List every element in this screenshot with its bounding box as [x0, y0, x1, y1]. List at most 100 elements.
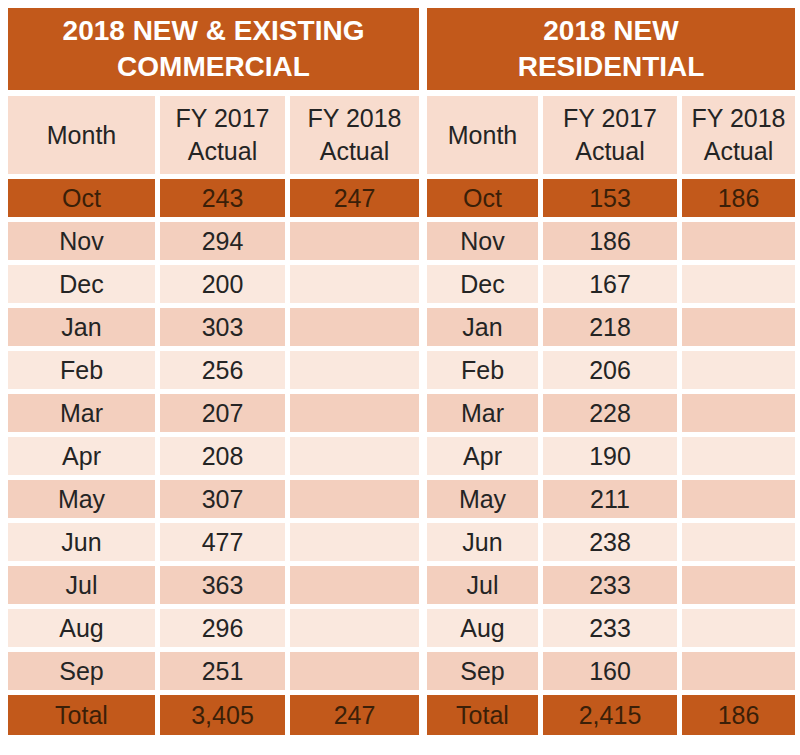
fy2018-value-cell	[290, 394, 419, 432]
fy2018-value-cell	[290, 265, 419, 303]
month-cell: Nov	[8, 222, 155, 260]
fy2017-value-cell: 153	[543, 179, 677, 217]
column-header-fy2017-actual: FY 2017 Actual	[160, 96, 285, 174]
month-cell: Mar	[427, 394, 538, 432]
fy2017-value-cell: 228	[543, 394, 677, 432]
fy2018-value-cell	[290, 351, 419, 389]
fy2017-value-cell: 251	[160, 652, 285, 690]
title-line-1: 2018 NEW & EXISTING	[63, 13, 365, 49]
month-cell: May	[8, 480, 155, 518]
month-cell: Aug	[427, 609, 538, 647]
header-line-2: Actual	[575, 135, 644, 168]
fy2017-value-cell: 160	[543, 652, 677, 690]
total-fy2018-cell: 247	[290, 695, 419, 735]
month-cell: Sep	[8, 652, 155, 690]
commercial-table-title: 2018 NEW & EXISTING COMMERCIAL	[8, 8, 419, 90]
fy2018-value-cell	[682, 566, 795, 604]
month-cell: Jan	[427, 308, 538, 346]
column-header-fy2018-actual: FY 2018 Actual	[682, 96, 795, 174]
total-label-cell: Total	[8, 695, 155, 735]
fy2018-value-cell	[682, 265, 795, 303]
fy2018-value-cell	[290, 308, 419, 346]
month-cell: Jun	[8, 523, 155, 561]
month-cell: Oct	[8, 179, 155, 217]
permits-report-page: 2018 NEW & EXISTING COMMERCIAL Month FY …	[0, 0, 800, 755]
column-header-month: Month	[8, 96, 155, 174]
fy2018-value-cell	[290, 222, 419, 260]
header-line-1: FY 2018	[691, 102, 785, 135]
month-cell: Jun	[427, 523, 538, 561]
fy2018-value-cell	[682, 652, 795, 690]
fy2017-value-cell: 303	[160, 308, 285, 346]
fy2017-value-cell: 211	[543, 480, 677, 518]
fy2017-value-cell: 200	[160, 265, 285, 303]
fy2017-value-cell: 233	[543, 609, 677, 647]
month-cell: Apr	[427, 437, 538, 475]
header-line-2: Actual	[704, 135, 773, 168]
fy2018-value-cell	[682, 351, 795, 389]
month-cell: Sep	[427, 652, 538, 690]
commercial-table-grid: Month FY 2017 Actual FY 2018 Actual Oct …	[8, 96, 419, 735]
fy2017-value-cell: 296	[160, 609, 285, 647]
fy2018-value-cell	[290, 480, 419, 518]
month-cell: Apr	[8, 437, 155, 475]
commercial-table: 2018 NEW & EXISTING COMMERCIAL Month FY …	[8, 8, 419, 735]
fy2018-value-cell	[682, 523, 795, 561]
fy2018-value-cell	[682, 609, 795, 647]
header-line-1: FY 2017	[175, 102, 269, 135]
residential-table-title: 2018 NEW RESIDENTIAL	[427, 8, 795, 90]
fy2017-value-cell: 218	[543, 308, 677, 346]
title-line-1: 2018 NEW	[543, 13, 678, 49]
fy2017-value-cell: 294	[160, 222, 285, 260]
month-cell: Jul	[8, 566, 155, 604]
header-line-1: FY 2017	[563, 102, 657, 135]
fy2017-value-cell: 206	[543, 351, 677, 389]
total-fy2017-cell: 2,415	[543, 695, 677, 735]
fy2017-value-cell: 233	[543, 566, 677, 604]
fy2017-value-cell: 207	[160, 394, 285, 432]
month-cell: Feb	[8, 351, 155, 389]
fy2018-value-cell	[290, 437, 419, 475]
title-line-2: COMMERCIAL	[117, 49, 310, 85]
fy2017-value-cell: 190	[543, 437, 677, 475]
fy2017-value-cell: 167	[543, 265, 677, 303]
fy2018-value-cell	[682, 394, 795, 432]
fy2018-value-cell	[682, 222, 795, 260]
residential-table-grid: Month FY 2017 Actual FY 2018 Actual Oct …	[427, 96, 795, 735]
fy2018-value-cell: 247	[290, 179, 419, 217]
fy2017-value-cell: 186	[543, 222, 677, 260]
total-fy2018-cell: 186	[682, 695, 795, 735]
total-label-cell: Total	[427, 695, 538, 735]
fy2018-value-cell	[290, 652, 419, 690]
month-cell: Dec	[427, 265, 538, 303]
fy2017-value-cell: 307	[160, 480, 285, 518]
fy2017-value-cell: 243	[160, 179, 285, 217]
fy2018-value-cell	[290, 566, 419, 604]
column-header-month: Month	[427, 96, 538, 174]
fy2018-value-cell	[290, 609, 419, 647]
column-header-fy2018-actual: FY 2018 Actual	[290, 96, 419, 174]
fy2017-value-cell: 477	[160, 523, 285, 561]
title-line-2: RESIDENTIAL	[518, 49, 705, 85]
header-line-2: Actual	[320, 135, 389, 168]
fy2018-value-cell	[290, 523, 419, 561]
fy2017-value-cell: 238	[543, 523, 677, 561]
fy2017-value-cell: 208	[160, 437, 285, 475]
fy2017-value-cell: 256	[160, 351, 285, 389]
month-cell: Nov	[427, 222, 538, 260]
total-fy2017-cell: 3,405	[160, 695, 285, 735]
fy2018-value-cell	[682, 308, 795, 346]
month-cell: Oct	[427, 179, 538, 217]
header-line-2: Actual	[188, 135, 257, 168]
month-cell: Dec	[8, 265, 155, 303]
month-cell: Feb	[427, 351, 538, 389]
fy2017-value-cell: 363	[160, 566, 285, 604]
header-line-1: FY 2018	[307, 102, 401, 135]
month-cell: Mar	[8, 394, 155, 432]
residential-table: 2018 NEW RESIDENTIAL Month FY 2017 Actua…	[427, 8, 795, 735]
fy2018-value-cell	[682, 437, 795, 475]
column-header-fy2017-actual: FY 2017 Actual	[543, 96, 677, 174]
month-cell: Jul	[427, 566, 538, 604]
fy2018-value-cell	[682, 480, 795, 518]
fy2018-value-cell: 186	[682, 179, 795, 217]
